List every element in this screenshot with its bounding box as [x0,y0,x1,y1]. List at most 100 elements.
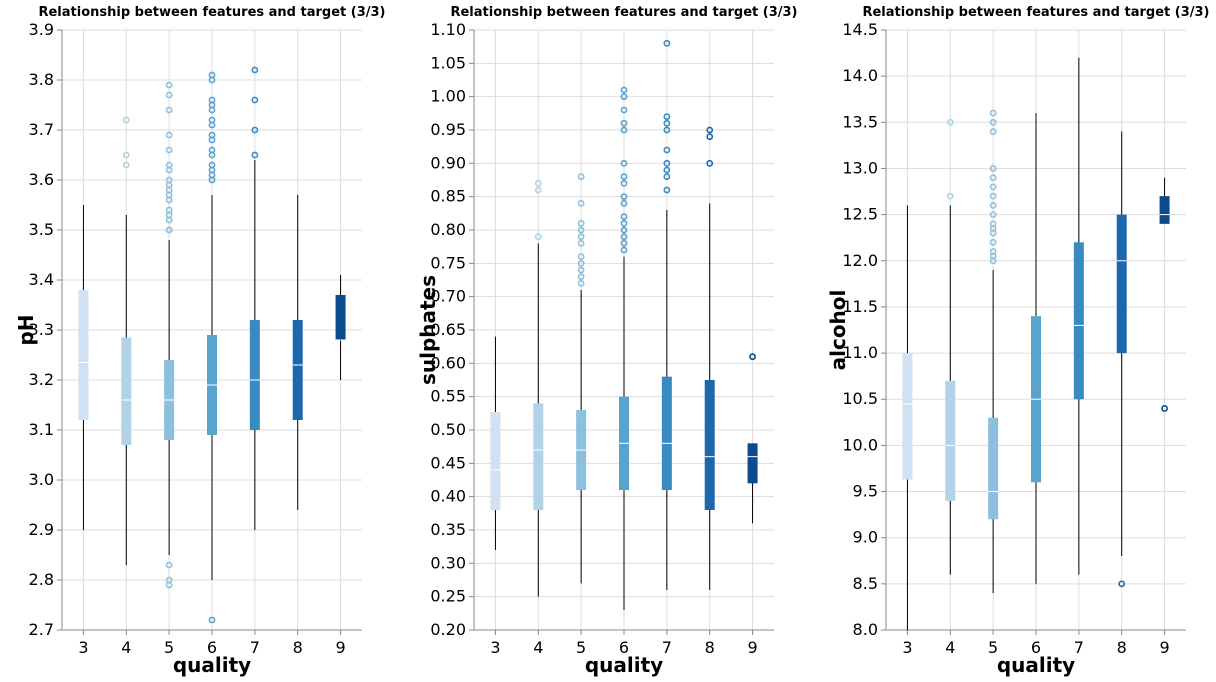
y-tick-label: 10.5 [842,389,878,408]
outlier-point [663,166,671,174]
y-tick-label: 1.00 [430,87,466,106]
outlier-point [663,113,671,121]
chart-panel-pH: 2.7 2.8 2.9 3.0 3.1 3.2 3.3 3.4 3.5 3.6 3.7 3.8 3.9 3… [14,5,386,677]
y-tick-label: 0.35 [430,520,466,539]
box-quality-4 [533,179,544,597]
x-axis-title: quality [585,653,663,677]
outlier-point [165,561,173,569]
y-tick-label: 0.75 [430,253,466,272]
y-tick-label: 11.0 [842,343,878,362]
y-tick-label: 14.5 [842,20,878,39]
outlier-point [663,159,671,167]
outlier-point [989,165,997,172]
outlier-point [577,199,585,207]
outlier-point [946,118,954,126]
outlier-point [251,96,259,104]
outlier-point [165,206,173,214]
x-tick-label: 8 [1117,638,1127,657]
outlier-point [620,126,628,134]
outlier-point [165,91,173,99]
x-tick-label: 9 [747,638,757,657]
y-tick-label: 1.10 [430,20,466,39]
outlier-point [620,93,628,101]
outlier-point [620,239,628,247]
y-tick-label: 8.5 [853,574,878,593]
y-tick-label: 2.8 [29,570,54,589]
y-tick-label: 0.50 [430,420,466,439]
box-quality-3 [490,336,501,550]
box-iqr [661,376,672,490]
y-axis-title: sulphates [416,275,440,385]
x-tick-label: 3 [490,638,500,657]
y-tick-label: 0.60 [430,353,466,372]
x-axis-title: quality [173,653,251,677]
y-tick-label: 9.0 [853,528,878,547]
x-tick-label: 5 [576,638,586,657]
y-tick-label: 3.2 [29,370,54,389]
outlier-point [208,116,216,124]
y-tick-label: 14.0 [842,66,878,85]
outlier-point [577,279,585,287]
chart-title: Relationship between features and target… [862,5,1209,20]
y-axis-title: alcohol [826,290,850,371]
outlier-point [577,233,585,241]
outlier-point [577,219,585,227]
outlier-point [989,201,997,209]
outlier-point [251,151,259,159]
outlier-point [989,211,997,219]
y-tick-label: 0.45 [430,453,466,472]
outlier-point [534,233,542,241]
y-tick-label: 3.7 [29,120,54,139]
outlier-point [620,86,628,94]
box-iqr [945,380,956,501]
outlier-point [165,576,173,584]
y-tick-label: 3.1 [29,420,54,439]
outlier-point [706,126,714,134]
box-quality-3 [78,205,89,530]
outlier-point [208,96,216,104]
x-tick-label: 6 [1031,638,1041,657]
x-tick-label: 7 [662,638,672,657]
x-tick-label: 9 [335,638,345,657]
y-axis-title: pH [14,314,38,345]
y-tick-label: 12.5 [842,205,878,224]
box-iqr [704,380,715,510]
outlier-point [620,119,628,127]
box-iqr [902,353,913,480]
outlier-point [620,193,628,201]
y-tick-label: 0.90 [430,153,466,172]
y-tick-label: 1.05 [430,53,466,72]
chart-title: Relationship between features and target… [38,5,385,20]
outlier-point [208,71,216,79]
outlier-point [165,131,173,139]
y-tick-label: 2.9 [29,520,54,539]
outlier-point [620,213,628,221]
box-quality-3 [902,205,913,630]
y-tick-label: 3.9 [29,20,54,39]
outlier-point [620,106,628,114]
x-tick-label: 7 [1074,638,1084,657]
y-tick-label: 0.65 [430,320,466,339]
outlier-point [122,161,130,169]
outlier-point [620,159,628,167]
outlier-point [251,126,259,134]
outlier-point [663,119,671,127]
box-quality-4 [945,118,956,575]
box-iqr [1073,242,1084,400]
chart-title: Relationship between features and target… [450,5,797,20]
x-tick-label: 4 [121,638,131,657]
y-tick-label: 0.85 [430,187,466,206]
x-tick-label: 4 [945,638,955,657]
box-quality-4 [121,116,132,565]
outlier-point [534,186,542,194]
x-tick-label: 3 [78,638,88,657]
outlier-point [989,128,997,135]
outlier-point [989,118,997,126]
outlier-point [1118,580,1126,588]
box-iqr [335,295,346,340]
y-tick-label: 2.7 [29,620,54,639]
x-tick-label: 8 [293,638,303,657]
box-iqr [490,412,501,510]
outlier-point [663,146,671,154]
